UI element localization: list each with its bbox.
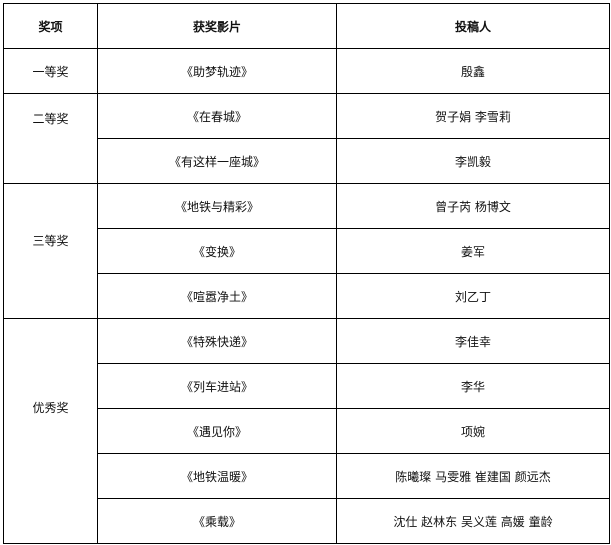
- award-cell: 三等奖: [3, 183, 98, 319]
- author-cell: 沈仕 赵林东 吴义莲 高媛 童龄: [336, 498, 610, 544]
- author-cell: 刘乙丁: [336, 273, 610, 319]
- film-cell: 《在春城》: [97, 93, 337, 139]
- table-row: 《有这样一座城》 李凯毅: [4, 138, 610, 184]
- author-cell: 殷鑫: [336, 48, 610, 94]
- film-cell: 《特殊快递》: [97, 318, 337, 364]
- film-cell: 《助梦轨迹》: [97, 48, 337, 94]
- author-cell: 项婉: [336, 408, 610, 454]
- table-row: 优秀奖 《特殊快递》 李佳幸: [3, 318, 610, 544]
- table-row: 一等奖 《助梦轨迹》 殷鑫: [3, 48, 610, 94]
- award-label: 三等奖: [32, 234, 69, 248]
- table-row: 二等奖 《在春城》 贺子娟 李雪莉: [3, 93, 610, 184]
- table-row: 《遇见你》 项婉: [4, 408, 610, 454]
- award-label: 优秀奖: [32, 401, 69, 415]
- author-cell: 李凯毅: [336, 138, 610, 184]
- header-award: 奖项: [3, 3, 98, 49]
- award-label: 二等奖: [32, 112, 69, 126]
- table-row: 三等奖 《地铁与精彩》 曾子芮 杨博文: [3, 183, 610, 319]
- table-row: 《地铁温暖》 陈曦璨 马雯雅 崔建国 颜远杰: [4, 453, 610, 499]
- author-cell: 曾子芮 杨博文: [336, 183, 610, 229]
- header-row: 奖项 获奖影片 投稿人: [3, 3, 610, 49]
- film-cell: 《有这样一座城》: [97, 138, 337, 184]
- table-row: 《喧嚣净土》 刘乙丁: [4, 273, 610, 319]
- award-cell: 一等奖: [3, 48, 98, 94]
- film-cell: 《地铁温暖》: [97, 453, 337, 499]
- header-film: 获奖影片: [97, 3, 337, 49]
- header-author: 投稿人: [336, 3, 610, 49]
- author-cell: 李佳幸: [336, 318, 610, 364]
- table-row: 《列车进站》 李华: [4, 363, 610, 409]
- award-cell: 二等奖: [3, 93, 98, 184]
- author-cell: 陈曦璨 马雯雅 崔建国 颜远杰: [336, 453, 610, 499]
- award-cell: 优秀奖: [3, 318, 98, 544]
- film-cell: 《喧嚣净土》: [97, 273, 337, 319]
- table-row: 《变换》 姜军: [4, 228, 610, 274]
- author-cell: 姜军: [336, 228, 610, 274]
- film-cell: 《遇见你》: [97, 408, 337, 454]
- awards-table: 奖项 获奖影片 投稿人 一等奖 《助梦轨迹》 殷鑫 二等奖 《在春城》 贺子娟 …: [3, 3, 610, 544]
- film-cell: 《变换》: [97, 228, 337, 274]
- table-row: 《乘载》 沈仕 赵林东 吴义莲 高媛 童龄: [4, 498, 610, 544]
- author-cell: 贺子娟 李雪莉: [336, 93, 610, 139]
- author-cell: 李华: [336, 363, 610, 409]
- film-cell: 《乘载》: [97, 498, 337, 544]
- film-cell: 《地铁与精彩》: [97, 183, 337, 229]
- film-cell: 《列车进站》: [97, 363, 337, 409]
